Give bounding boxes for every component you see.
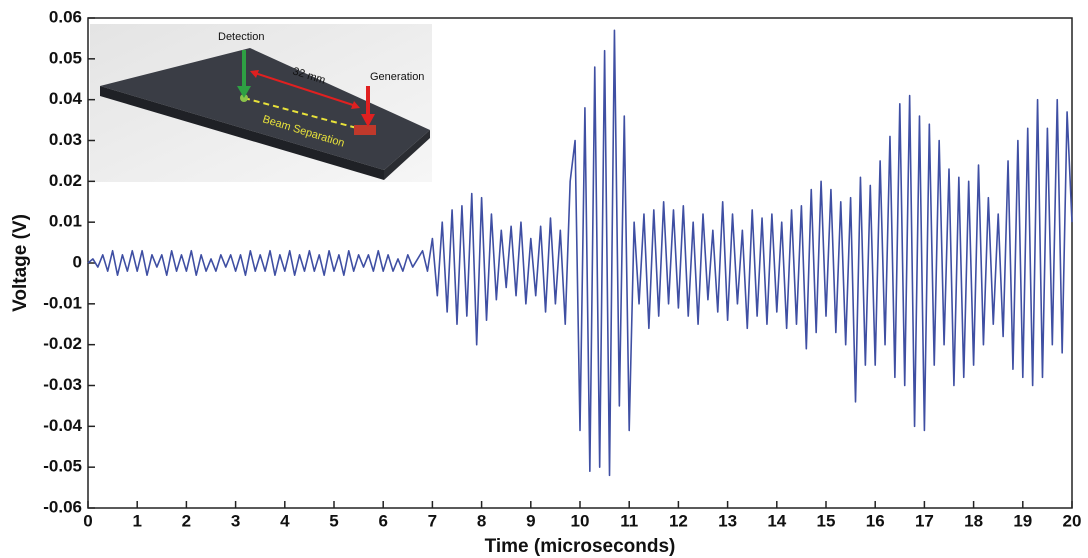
x-tick-label: 20 <box>1063 511 1082 530</box>
x-tick-label: 5 <box>329 511 338 530</box>
y-tick-label: 0 <box>73 252 82 271</box>
inset-diagram <box>100 48 430 180</box>
x-tick-label: 1 <box>132 511 141 530</box>
x-tick-label: 2 <box>182 511 191 530</box>
x-tick-label: 8 <box>477 511 486 530</box>
y-tick-label: 0.01 <box>49 212 82 231</box>
y-tick-label: 0.03 <box>49 130 82 149</box>
x-tick-label: 19 <box>1013 511 1032 530</box>
x-tick-label: 4 <box>280 511 290 530</box>
y-tick-label: -0.06 <box>43 497 82 516</box>
y-axis-label: Voltage (V) <box>10 214 31 312</box>
y-tick-label: -0.02 <box>43 334 82 353</box>
annotation: Generation <box>370 71 424 83</box>
y-tick-label: -0.01 <box>43 293 82 312</box>
y-tick-label: 0.06 <box>49 7 82 26</box>
y-tick-label: -0.03 <box>43 375 82 394</box>
x-tick-label: 3 <box>231 511 240 530</box>
x-tick-label: 10 <box>571 511 590 530</box>
signal-line <box>87 29 1073 477</box>
y-tick-label: 0.05 <box>49 48 82 67</box>
x-tick-label: 15 <box>817 511 836 530</box>
x-axis-label: Time (microseconds) <box>485 536 676 557</box>
y-tick-label: 0.04 <box>49 89 83 108</box>
x-tick-label: 0 <box>83 511 92 530</box>
x-tick-label: 9 <box>526 511 535 530</box>
x-tick-label: 11 <box>620 511 638 530</box>
y-tick-label: -0.05 <box>43 457 82 476</box>
x-tick-label: 12 <box>669 511 688 530</box>
x-tick-label: 14 <box>767 511 786 530</box>
x-tick-label: 13 <box>718 511 737 530</box>
annotation: Detection <box>218 31 264 43</box>
y-tick-label: 0.02 <box>49 171 82 190</box>
x-tick-label: 18 <box>964 511 983 530</box>
x-tick-label: 17 <box>915 511 934 530</box>
y-tick-label: -0.04 <box>43 416 82 435</box>
x-tick-label: 16 <box>866 511 885 530</box>
x-tick-label: 6 <box>378 511 387 530</box>
x-tick-label: 7 <box>428 511 437 530</box>
